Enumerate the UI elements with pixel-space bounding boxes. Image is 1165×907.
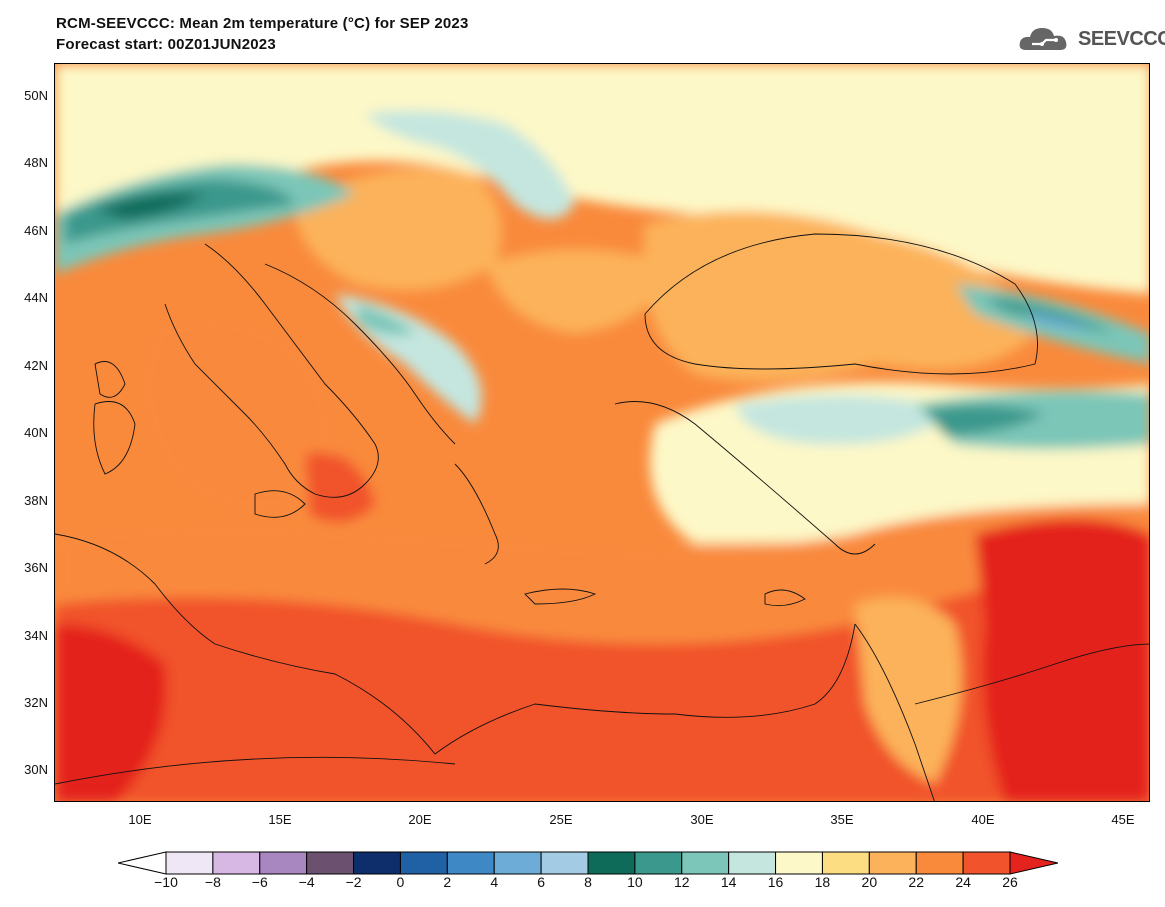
lon-label: 35E xyxy=(830,812,854,827)
temperature-field xyxy=(55,64,1149,801)
lat-label: 38N xyxy=(24,493,48,508)
lat-label: 40N xyxy=(24,425,48,440)
colorbar-swatch xyxy=(446,851,495,875)
colorbar xyxy=(118,851,1058,875)
lon-label: 20E xyxy=(408,812,432,827)
colorbar-swatch xyxy=(915,851,964,875)
colorbar-tick-label: 10 xyxy=(627,874,643,890)
lat-label: 48N xyxy=(24,155,48,170)
colorbar-swatch xyxy=(681,851,730,875)
colorbar-swatch xyxy=(728,851,777,875)
colorbar-tick-label: 0 xyxy=(396,874,405,890)
logo-text: SEEVCCC xyxy=(1078,28,1165,50)
colorbar-tick-label: 26 xyxy=(1002,874,1018,890)
colorbar-tick-label: −2 xyxy=(345,874,362,890)
colorbar-tick-label: 12 xyxy=(673,874,690,890)
map-canvas xyxy=(55,64,1149,801)
lat-label: 42N xyxy=(24,358,48,373)
colorbar-swatch xyxy=(259,851,308,875)
lat-label: 36N xyxy=(24,560,48,575)
lat-label: 50N xyxy=(24,88,48,103)
colorbar-swatch xyxy=(399,851,448,875)
colorbar-tick-label: 4 xyxy=(490,874,499,890)
lon-label: 15E xyxy=(268,812,292,827)
colorbar-swatch xyxy=(962,851,1011,875)
colorbar-swatch xyxy=(306,851,355,875)
lon-label: 45E xyxy=(1111,812,1135,827)
temperature-map xyxy=(54,63,1150,802)
lon-label: 25E xyxy=(549,812,573,827)
lon-label: 10E xyxy=(128,812,152,827)
colorbar-swatch xyxy=(353,851,401,875)
colorbar-swatch xyxy=(165,851,214,875)
coastlines xyxy=(55,233,1149,801)
seevccc-logo: SEEVCCC xyxy=(1018,22,1165,56)
colorbar-tick-label: 16 xyxy=(767,874,784,890)
colorbar-tick-label: −6 xyxy=(251,874,268,890)
lat-label: 44N xyxy=(24,290,48,305)
colorbar-tick-label: 24 xyxy=(955,874,971,890)
colorbar-swatch xyxy=(493,851,542,875)
colorbar-tick-label: 14 xyxy=(720,874,737,890)
colorbar-swatch xyxy=(821,851,870,875)
lon-label: 30E xyxy=(690,812,714,827)
colorbar-over-triangle xyxy=(1009,851,1058,875)
colorbar-tick-label: −8 xyxy=(204,874,221,890)
lat-label: 32N xyxy=(24,695,48,710)
lat-label: 46N xyxy=(24,223,48,238)
colorbar-tick-label: 18 xyxy=(814,874,831,890)
colorbar-tick-label: 6 xyxy=(537,874,545,890)
colorbar-tick-label: −10 xyxy=(154,874,178,890)
colorbar-swatch xyxy=(212,851,261,875)
colorbar-tick-label: 8 xyxy=(584,874,592,890)
lat-label: 34N xyxy=(24,628,48,643)
colorbar-tick-label: 20 xyxy=(861,874,878,890)
colorbar-swatch xyxy=(587,851,636,875)
colorbar-swatch xyxy=(868,851,917,875)
colorbar-under-triangle xyxy=(118,851,167,875)
chart-title: RCM-SEEVCCC: Mean 2m temperature (°C) fo… xyxy=(56,15,469,32)
chart-subtitle: Forecast start: 00Z01JUN2023 xyxy=(56,36,276,53)
colorbar-swatch xyxy=(775,851,823,875)
colorbar-tick-label: −4 xyxy=(298,874,315,890)
colorbar-swatch xyxy=(634,851,683,875)
cloud-icon xyxy=(1019,28,1067,50)
colorbar-tick-label: 2 xyxy=(443,874,452,890)
colorbar-tick-label: 22 xyxy=(908,874,924,890)
colorbar-swatch xyxy=(540,851,589,875)
lat-label: 30N xyxy=(24,762,48,777)
lon-label: 40E xyxy=(971,812,995,827)
